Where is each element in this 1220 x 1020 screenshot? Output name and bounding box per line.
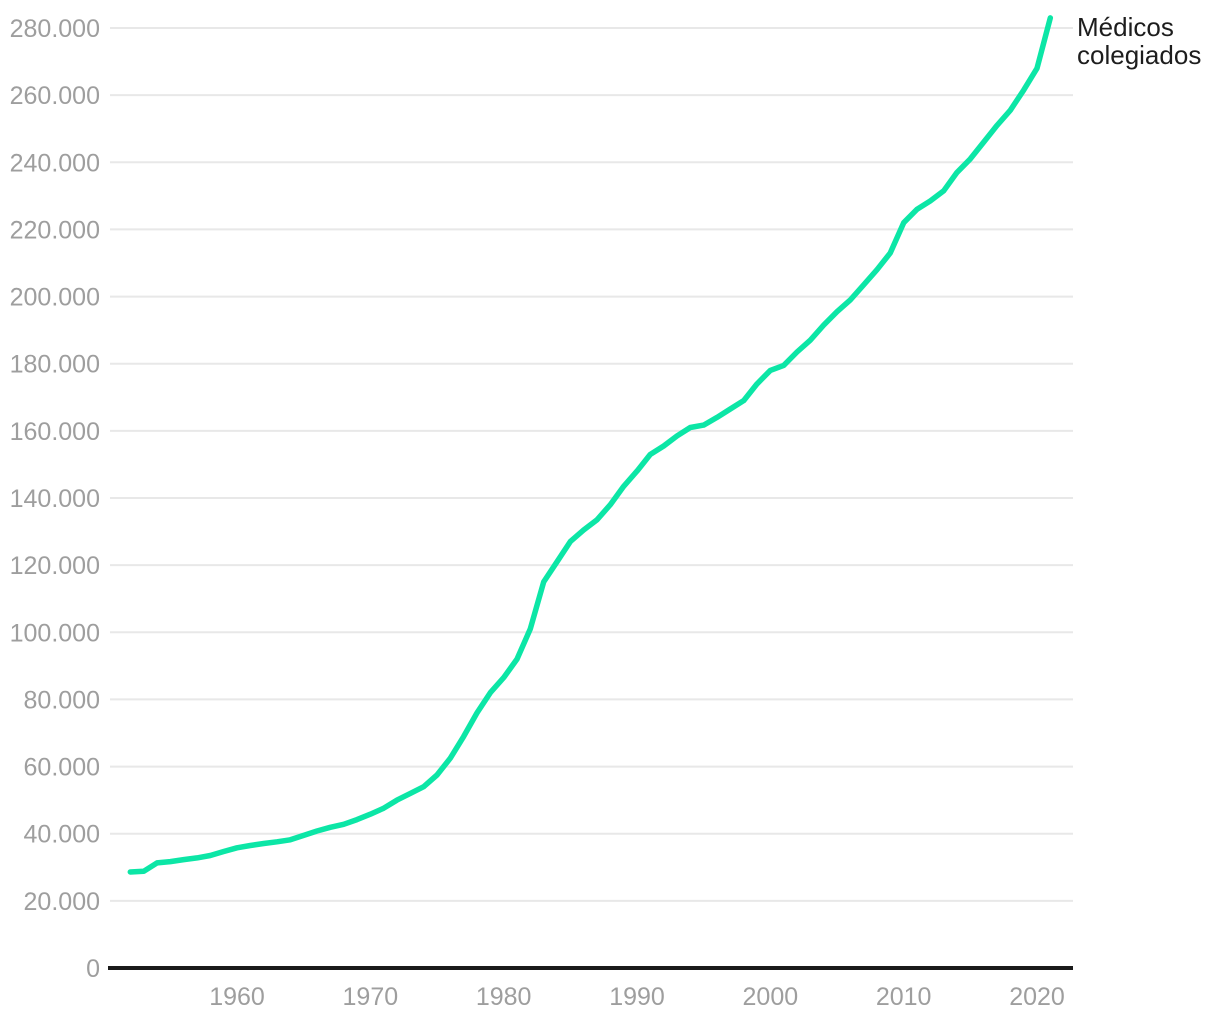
y-tick-label: 180.000 [10,351,100,379]
y-tick-label: 240.000 [10,149,100,177]
y-tick-label: 140.000 [10,485,100,513]
y-tick-label: 0 [86,955,100,983]
y-tick-label: 120.000 [10,552,100,580]
x-tick-label: 1990 [609,983,665,1011]
y-tick-label: 80.000 [24,686,100,714]
y-tick-label: 280.000 [10,15,100,43]
data-line-medicos-colegiados [127,15,1054,875]
y-tick-label: 40.000 [24,821,100,849]
x-tick-label: 1980 [476,983,532,1011]
x-tick-label: 1960 [209,983,265,1011]
y-tick-label: 160.000 [10,418,100,446]
y-tick-label: 100.000 [10,619,100,647]
y-tick-label: 220.000 [10,216,100,244]
series-legend-label: Médicos colegiados [1077,12,1202,70]
y-tick-label: 60.000 [24,754,100,782]
y-tick-label: 200.000 [10,284,100,312]
y-tick-label: 20.000 [24,888,100,916]
x-tick-label: 2000 [743,983,799,1011]
y-tick-label: 260.000 [10,82,100,110]
x-tick-label: 1970 [343,983,399,1011]
x-tick-label: 2010 [876,983,932,1011]
x-tick-label: 2020 [1009,983,1065,1011]
